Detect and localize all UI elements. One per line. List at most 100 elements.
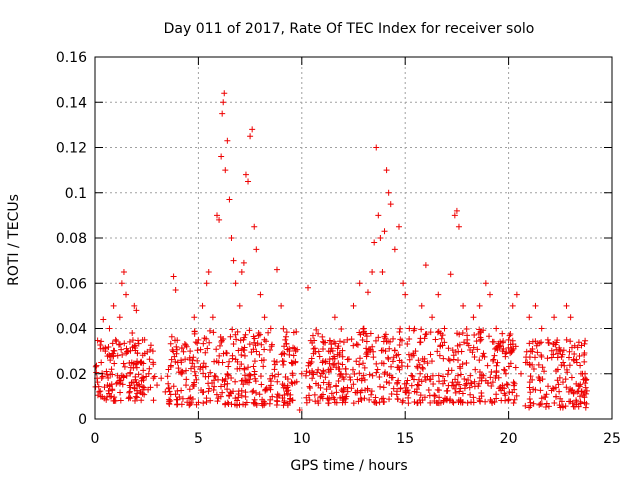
data-point xyxy=(476,369,483,376)
data-point xyxy=(254,340,261,347)
data-point xyxy=(275,371,282,378)
data-point xyxy=(545,383,552,390)
data-point xyxy=(134,390,141,397)
data-point xyxy=(257,373,264,380)
data-point xyxy=(361,376,368,383)
data-point xyxy=(215,376,222,383)
data-point xyxy=(193,401,200,408)
data-point xyxy=(309,332,316,339)
data-point xyxy=(390,385,397,392)
data-point xyxy=(280,358,287,365)
data-point xyxy=(113,338,120,345)
data-point xyxy=(457,397,464,404)
data-point xyxy=(377,383,384,390)
data-point xyxy=(97,341,104,348)
data-point xyxy=(428,358,435,365)
data-point xyxy=(421,373,428,380)
data-point xyxy=(225,401,232,408)
data-point xyxy=(490,356,497,363)
data-point xyxy=(568,374,575,381)
data-point xyxy=(94,337,101,344)
data-point xyxy=(374,366,381,373)
data-point xyxy=(194,340,201,347)
data-point xyxy=(224,386,231,393)
data-point xyxy=(404,363,411,370)
data-point xyxy=(359,360,366,367)
data-point xyxy=(285,387,292,394)
data-point xyxy=(456,388,463,395)
data-point xyxy=(259,402,266,409)
data-point xyxy=(235,394,242,401)
data-point xyxy=(100,316,107,323)
data-point xyxy=(441,377,448,384)
data-point xyxy=(243,399,250,406)
data-point xyxy=(231,401,238,408)
data-point xyxy=(102,348,109,355)
data-point xyxy=(146,365,153,372)
data-point xyxy=(536,340,543,347)
data-point xyxy=(183,367,190,374)
data-point xyxy=(582,337,589,344)
data-point xyxy=(475,383,482,390)
data-point xyxy=(512,364,519,371)
data-point xyxy=(509,302,516,309)
data-point xyxy=(305,284,312,291)
data-point xyxy=(581,399,588,406)
data-point xyxy=(323,386,330,393)
data-point xyxy=(200,400,207,407)
data-point xyxy=(575,339,582,346)
data-point xyxy=(537,387,544,394)
data-point xyxy=(253,389,260,396)
data-point xyxy=(337,371,344,378)
data-point xyxy=(411,398,418,405)
data-point xyxy=(253,401,260,408)
data-point xyxy=(344,336,351,343)
data-point xyxy=(120,268,127,275)
data-point xyxy=(246,376,253,383)
data-point xyxy=(494,359,501,366)
data-point xyxy=(566,348,573,355)
data-point xyxy=(224,137,231,144)
data-point xyxy=(326,356,333,363)
data-point xyxy=(562,376,569,383)
data-point xyxy=(450,399,457,406)
data-point xyxy=(350,342,357,349)
data-point xyxy=(111,397,118,404)
data-point xyxy=(415,382,422,389)
data-point xyxy=(127,384,134,391)
data-point xyxy=(539,364,546,371)
data-point xyxy=(167,391,174,398)
data-point xyxy=(414,363,421,370)
data-point xyxy=(133,307,140,314)
data-point xyxy=(482,280,489,287)
data-point xyxy=(215,395,222,402)
data-point xyxy=(109,340,116,347)
data-point xyxy=(449,347,456,354)
data-point xyxy=(437,343,444,350)
data-point xyxy=(350,302,357,309)
data-point xyxy=(504,381,511,388)
data-point xyxy=(213,391,220,398)
data-point xyxy=(488,382,495,389)
data-point xyxy=(218,153,225,160)
data-point xyxy=(209,314,216,321)
data-point xyxy=(131,397,138,404)
data-point xyxy=(421,394,428,401)
data-point xyxy=(410,327,417,334)
data-point xyxy=(470,314,477,321)
data-point xyxy=(306,396,313,403)
data-point xyxy=(203,335,210,342)
data-point xyxy=(477,329,484,336)
data-point xyxy=(194,347,201,354)
data-point xyxy=(354,387,361,394)
data-point xyxy=(320,379,327,386)
data-point xyxy=(267,386,274,393)
data-point xyxy=(258,341,265,348)
x-tick-label: 15 xyxy=(396,431,414,447)
data-point xyxy=(120,373,127,380)
data-point xyxy=(526,384,533,391)
data-point xyxy=(173,343,180,350)
data-point xyxy=(241,334,248,341)
data-point xyxy=(357,331,364,338)
data-point xyxy=(536,401,543,408)
